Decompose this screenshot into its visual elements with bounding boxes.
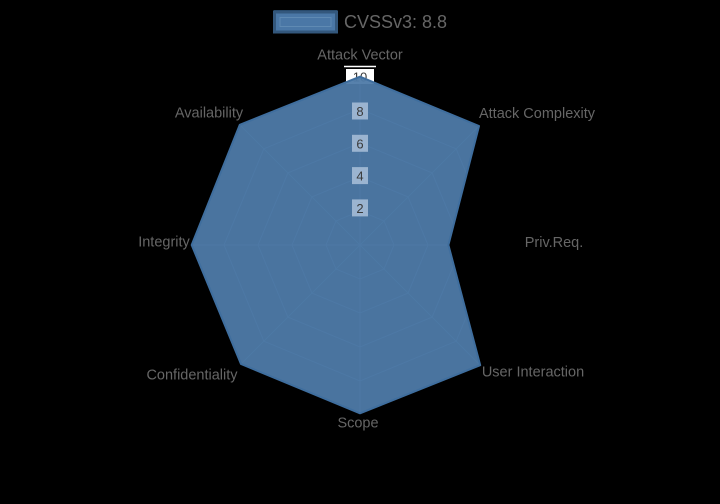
svg-text:Availability: Availability [175, 106, 244, 122]
svg-text:Attack Complexity: Attack Complexity [479, 106, 596, 122]
svg-text:CVSSv3: 8.8: CVSSv3: 8.8 [344, 12, 447, 32]
svg-text:Confidentiality: Confidentiality [146, 368, 238, 384]
svg-text:4: 4 [356, 169, 363, 184]
svg-text:8: 8 [356, 104, 363, 119]
svg-text:Integrity: Integrity [138, 235, 190, 251]
svg-text:Scope: Scope [337, 416, 378, 432]
svg-text:User Interaction: User Interaction [482, 365, 584, 381]
svg-text:6: 6 [356, 136, 363, 151]
svg-text:Priv.Req.: Priv.Req. [525, 235, 584, 251]
svg-text:2: 2 [356, 201, 363, 216]
svg-text:Attack Vector: Attack Vector [317, 48, 403, 64]
